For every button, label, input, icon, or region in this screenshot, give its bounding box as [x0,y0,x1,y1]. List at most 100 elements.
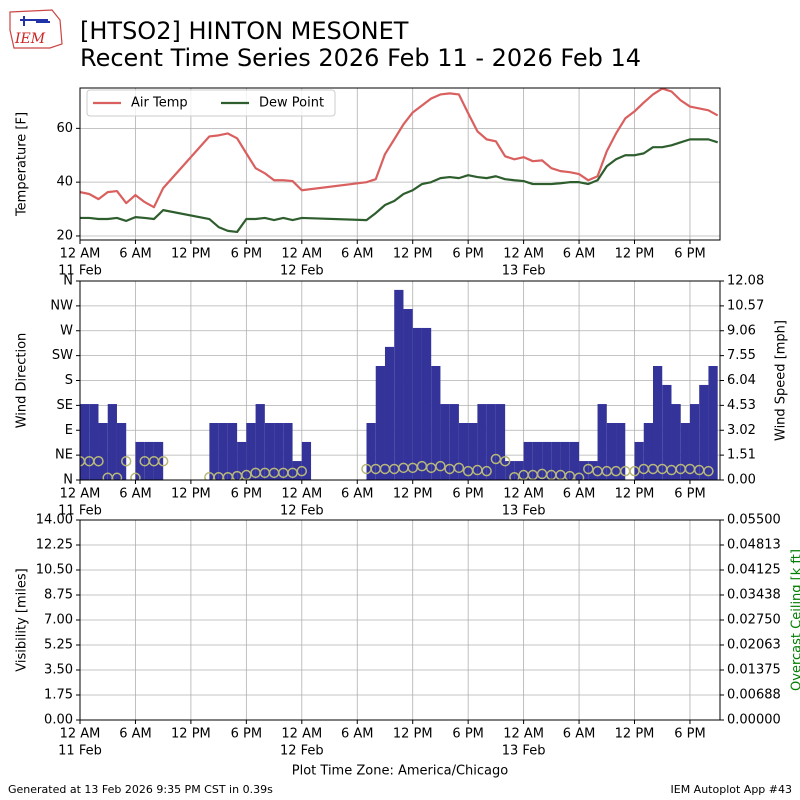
point [120,455,132,467]
point [573,472,585,480]
bar [89,404,99,480]
footer-left: Generated at 13 Feb 2026 9:35 PM CST in … [8,783,273,796]
bar [274,423,284,480]
y-tick-label: 3.50 [44,663,73,678]
bar [80,404,90,480]
bar [384,346,395,480]
logo-mark [20,16,50,26]
y-tick-label: N [63,473,73,488]
y-tick-label: E [65,423,73,438]
x-tick-label: 12 AM [503,727,544,742]
bar [616,423,626,480]
bar [468,423,478,480]
bar [643,423,653,480]
x-tick-date: 11 Feb [58,264,102,279]
x-tick-date: 13 Feb [502,264,546,279]
bar [98,423,108,480]
y-tick-label: 12.25 [36,538,73,553]
x-tick-label: 12 PM [171,487,211,502]
x-tick-date: 13 Feb [502,504,546,519]
x-tick-label: 12 AM [60,247,101,262]
y-tick-label: NE [55,448,73,463]
y-tick-label: 5.25 [44,638,73,653]
axes-frame [79,87,721,241]
x-tick-label: 12 PM [615,727,655,742]
x-tick-date: 12 Feb [280,744,324,759]
x-tick-label: 6 AM [341,727,374,742]
x-tick-label: 12 PM [393,727,433,742]
x-tick-label: 6 PM [231,727,262,742]
bar [403,309,413,480]
x-tick-label: 6 AM [563,487,596,502]
bar [606,423,617,480]
y-tick-label: 14.00 [36,513,73,528]
x-tick-label: 6 PM [674,247,705,262]
bar [366,423,376,480]
bar [671,404,681,480]
point [481,465,492,477]
y2-tick-label: 6.04 [727,373,756,388]
y2-tick-label: 4.53 [727,398,756,413]
y2-tick-label: 0.03438 [727,587,781,602]
bar [569,441,580,480]
x-tick-label: 6 PM [674,487,705,502]
bar [440,404,450,480]
bar [255,404,265,480]
y2-tick-label: 0.00 [727,473,756,488]
bar [532,441,543,480]
bar [431,366,441,480]
legend-label: Dew Point [259,96,324,111]
x-tick-label: 12 PM [615,247,655,262]
y-tick-label: 40 [56,175,73,190]
x-tick-label: 12 PM [615,487,655,502]
y-axis-label: Wind Direction [15,333,30,429]
bar [708,366,718,480]
x-tick-label: 6 PM [452,247,483,262]
point [93,455,104,467]
bar [514,461,524,480]
x-tick-label: 12 AM [503,487,544,502]
bar [412,327,422,480]
bar [301,441,312,480]
x-tick-date: 11 Feb [58,744,102,759]
panel: 12 AM 11 Feb 6 AM 12 PM 6 PM 12 AM 12 Feb 6 AM 1… [15,87,721,279]
line [80,88,719,209]
bar [209,423,219,480]
bar [246,423,256,480]
y2-axis-label: Overcast Ceiling [k ft] [790,549,800,691]
bar [551,441,561,480]
bar [458,423,469,480]
point [435,460,446,472]
bar [107,404,117,480]
x-tick-label: 6 AM [119,247,152,262]
bar [116,423,127,480]
point [453,462,465,474]
bar [662,384,672,480]
axes-frame [79,519,721,721]
bar [218,423,228,480]
y2-tick-label: 3.02 [727,423,756,438]
x-tick-label: 12 AM [281,727,322,742]
bar [394,289,404,480]
y2-tick-label: 0.05500 [727,513,781,528]
y-tick-label: 7.00 [44,613,73,628]
plot-area [80,289,718,480]
y-tick-label: 0.00 [44,713,73,728]
y2-tick-label: 0.01375 [727,663,781,678]
point [157,455,169,467]
y-tick-label: N [63,274,73,289]
y2-tick-label: 0.04813 [727,537,781,552]
bar [486,404,496,480]
panel: 12 AM 11 Feb 6 AM 12 PM 6 PM 12 AM 12 Feb 6 AM 1… [15,513,800,779]
x-tick-label: 12 AM [60,487,101,502]
y-tick-label: 60 [56,121,73,136]
bar [477,404,487,480]
x-tick-label: 6 AM [563,727,596,742]
x-tick-label: 12 PM [171,247,211,262]
x-tick-label: 6 AM [341,247,374,262]
bar [237,441,247,480]
bar [449,404,459,480]
bar [505,461,515,480]
y2-tick-label: 0.02750 [727,613,781,628]
